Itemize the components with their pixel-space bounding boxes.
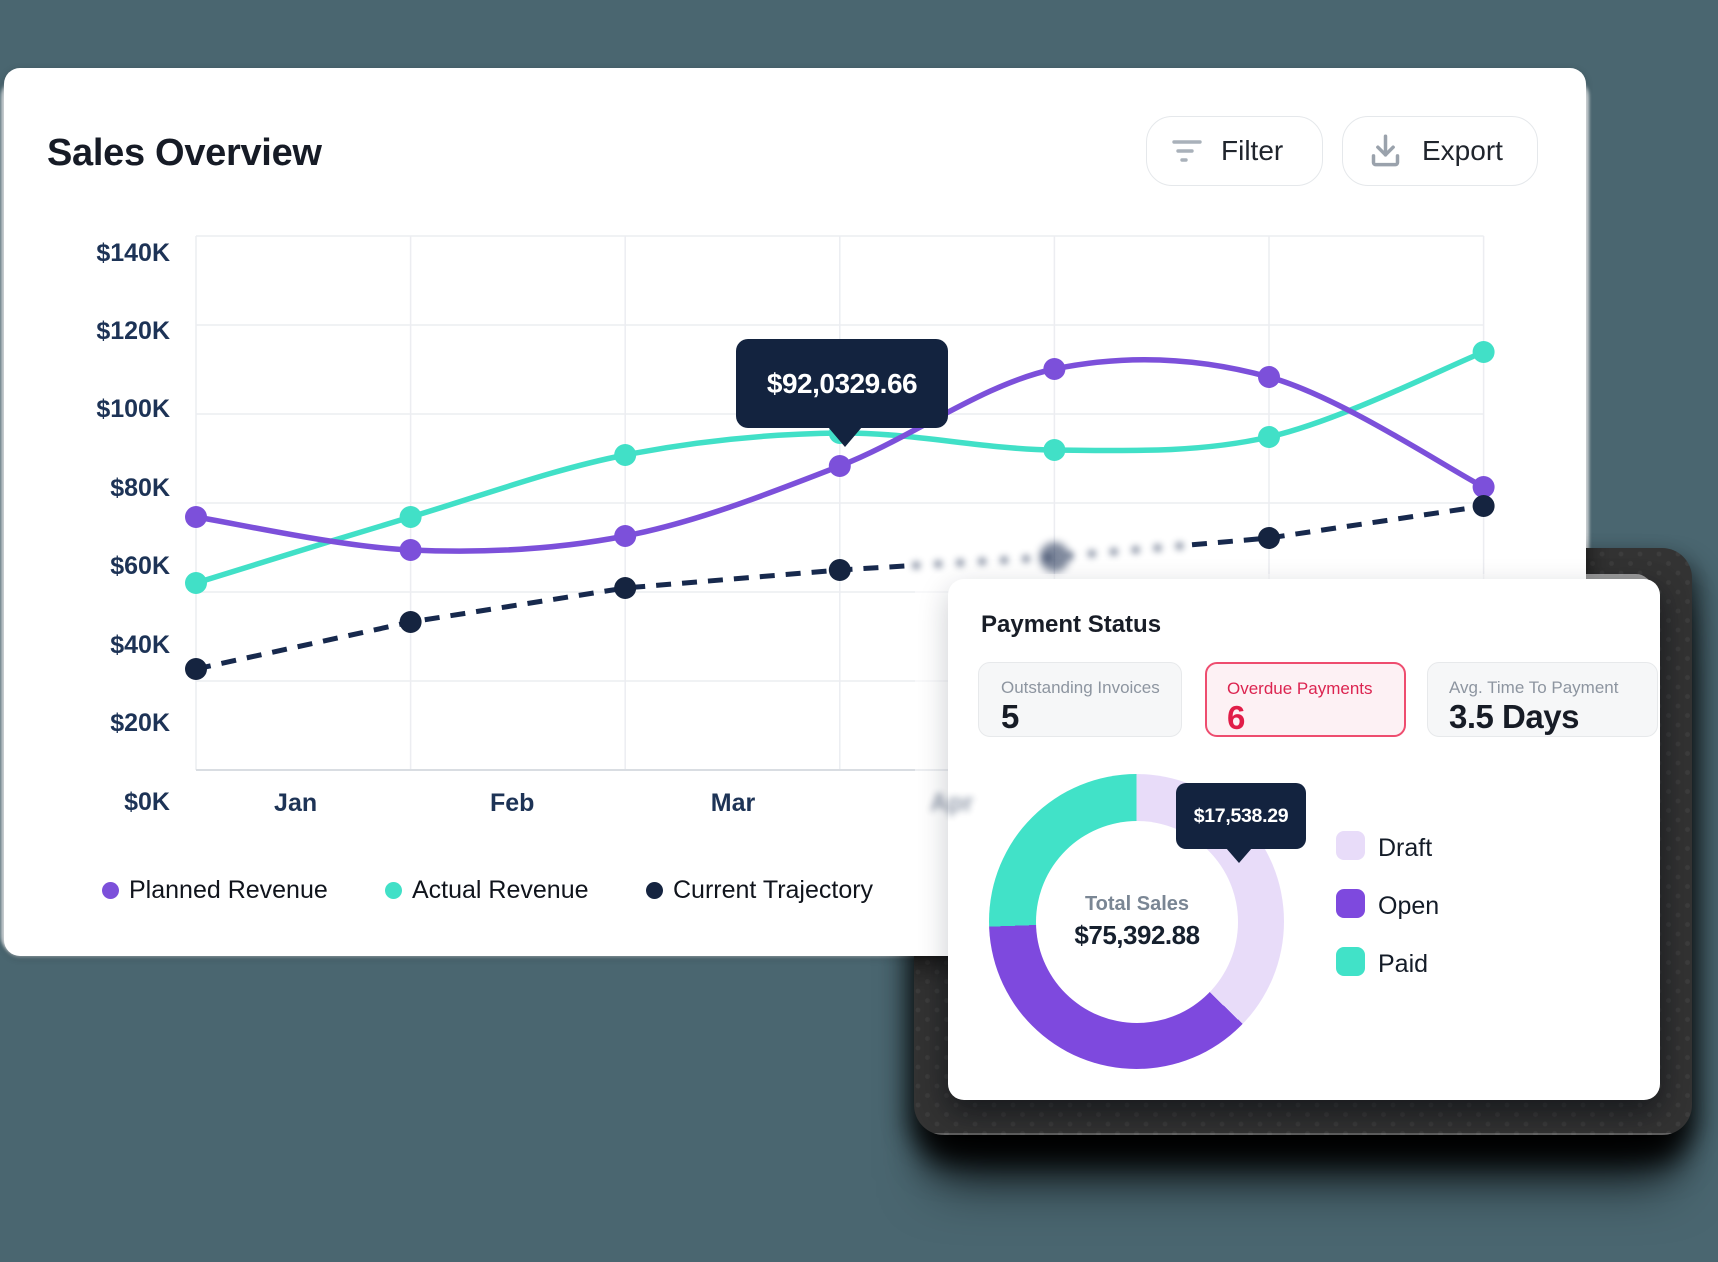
svg-text:$60K: $60K — [110, 552, 170, 580]
svg-text:Feb: Feb — [490, 789, 534, 817]
svg-text:$0K: $0K — [124, 788, 170, 816]
svg-text:$140K: $140K — [96, 239, 170, 267]
svg-text:Jan: Jan — [274, 789, 317, 817]
svg-text:$120K: $120K — [96, 317, 170, 345]
svg-text:$40K: $40K — [110, 631, 170, 659]
svg-text:Apr: Apr — [930, 789, 973, 817]
svg-text:$100K: $100K — [96, 395, 170, 423]
svg-text:$20K: $20K — [110, 709, 170, 737]
svg-text:Mar: Mar — [711, 789, 756, 817]
svg-text:$80K: $80K — [110, 474, 170, 502]
